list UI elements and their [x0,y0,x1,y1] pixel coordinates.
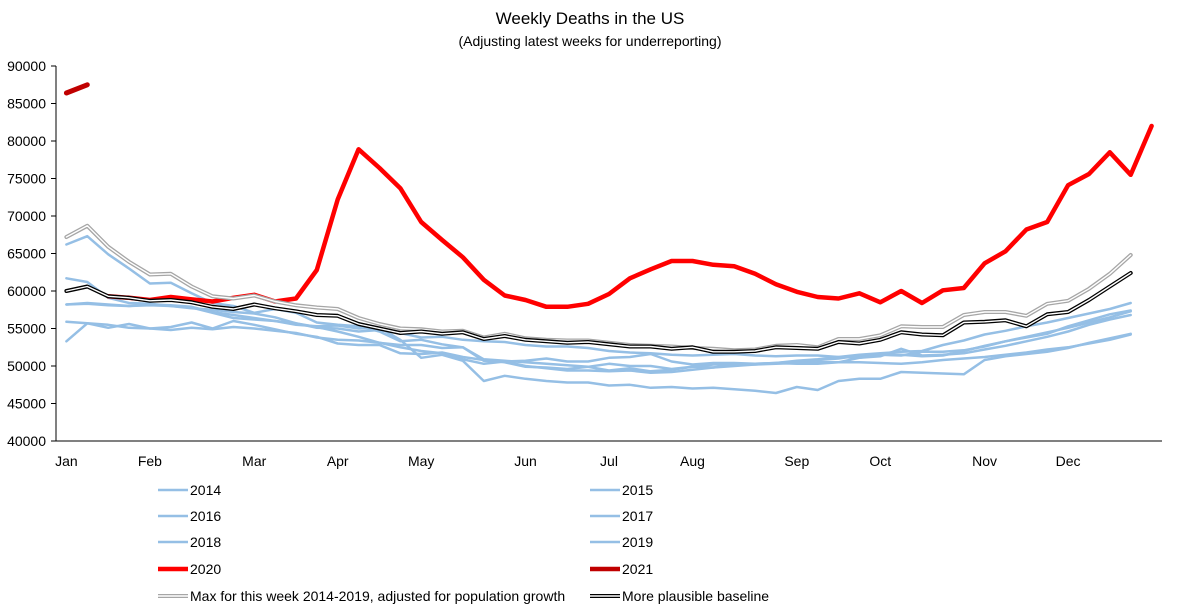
chart-subtitle: (Adjusting latest weeks for underreporti… [458,33,721,49]
legend-label: 2015 [622,482,653,498]
y-tick-label: 85000 [7,96,46,112]
series-line-2015 [65,277,1132,375]
legend-item: 2017 [590,508,653,524]
x-tick-label: May [408,453,434,469]
legend: 2014 2015 2016 2017 2018 2019 2020 2021 Max for … [158,482,769,604]
x-tick-label: Jul [600,453,618,469]
y-tick-label: 45000 [7,396,46,412]
x-tick-label: Aug [680,453,705,469]
legend-item: 2016 [158,508,221,524]
series-line-2018 [65,234,1132,366]
legend-label: 2018 [190,534,221,550]
legend-label: 2020 [190,561,221,577]
legend-item: More plausible baseline [590,588,769,604]
series-path [65,234,1132,366]
legend-label: More plausible baseline [622,588,769,604]
legend-item: Max for this week 2014-2019, adjusted fo… [158,588,565,604]
series-line-2020 [105,123,1154,310]
series-path [65,302,1132,395]
y-tick-label: 80000 [7,133,46,149]
x-tick-label: Apr [327,453,349,469]
y-tick-label: 70000 [7,208,46,224]
x-tick-label: Dec [1056,453,1081,469]
series-line-2016 [65,320,1132,371]
x-tick-label: Oct [869,453,891,469]
series-outline [64,223,1133,353]
chart-title: Weekly Deaths in the US [496,9,685,28]
x-axis: Jan Feb Mar Apr May Jun Jul Aug Sep Oct Nov Dec [55,440,1162,469]
series-line-max-adjusted [64,223,1133,353]
x-tick-label: Sep [784,453,809,469]
y-tick-label: 40000 [7,433,46,449]
y-axis: 40000 45000 50000 55000 60000 65000 70000 75000… [7,58,57,449]
legend-label: Max for this week 2014-2019, adjusted fo… [190,588,565,604]
series-path [63,82,90,96]
legend-item: 2019 [590,534,653,550]
x-tick-label: Mar [242,453,266,469]
legend-item: 2014 [158,482,221,498]
legend-label: 2016 [190,508,221,524]
legend-label: 2021 [622,561,653,577]
series-inner [65,225,1132,351]
x-tick-label: Jun [514,453,537,469]
y-tick-label: 60000 [7,283,46,299]
series-layer [63,82,1154,395]
y-tick-label: 65000 [7,246,46,262]
legend-item: 2018 [158,534,221,550]
legend-item: 2020 [158,561,221,577]
y-tick-label: 55000 [7,321,46,337]
series-line-2014 [65,301,1132,373]
x-tick-label: Jan [55,453,78,469]
series-line-2021 [63,82,90,96]
legend-item: 2021 [590,561,653,577]
y-tick-label: 50000 [7,358,46,374]
series-line-2019 [65,302,1132,395]
series-line-plausible-baseline [64,271,1133,354]
series-path [65,277,1132,375]
series-inner [65,272,1132,353]
x-tick-label: Feb [138,453,162,469]
series-path [105,123,1154,310]
series-path [65,301,1132,373]
legend-item: 2015 [590,482,653,498]
series-path [65,320,1132,371]
legend-label: 2017 [622,508,653,524]
legend-label: 2014 [190,482,221,498]
y-tick-label: 75000 [7,171,46,187]
y-tick-label: 90000 [7,58,46,74]
legend-label: 2019 [622,534,653,550]
x-tick-label: Nov [972,453,997,469]
